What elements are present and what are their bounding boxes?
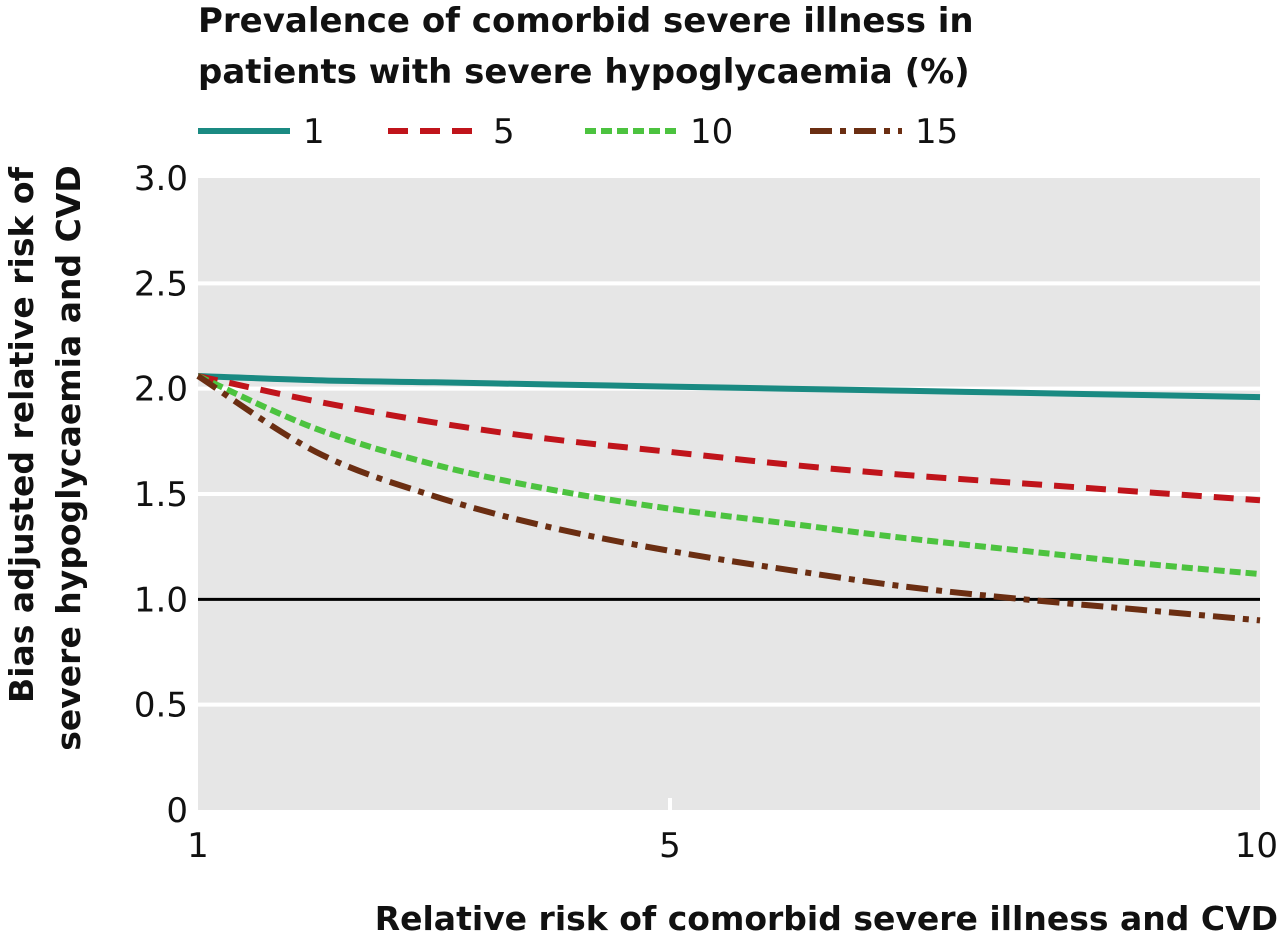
series-line-15 <box>196 373 1261 624</box>
series-line-1 <box>197 373 1261 401</box>
legend-label-1: 1 <box>303 112 325 152</box>
legend-label-5: 5 <box>493 112 515 152</box>
y-axis-ticks: 0 0.5 1.0 1.5 2.0 2.5 3.0 <box>134 159 188 831</box>
x-tick-label: 5 <box>659 826 681 866</box>
legend: 1 5 10 15 <box>198 112 958 152</box>
y-tick-label: 0.5 <box>134 686 188 726</box>
y-tick-label: 0 <box>166 791 188 831</box>
y-tick-label: 2.5 <box>134 264 188 304</box>
y-axis-label-line1: Bias adjusted relative risk of <box>2 166 41 703</box>
series-group <box>196 373 1261 624</box>
y-tick-label: 1.0 <box>134 580 188 620</box>
legend-label-15: 15 <box>915 112 958 152</box>
y-tick-label: 1.5 <box>134 475 188 515</box>
legend-label-10: 10 <box>690 112 733 152</box>
x-axis-label: Relative risk of comorbid severe illness… <box>375 899 1278 935</box>
y-tick-label: 3.0 <box>134 159 188 199</box>
legend-title-line1: Prevalence of comorbid severe illness in <box>198 1 974 41</box>
x-axis-ticks: 1 5 10 <box>187 826 1278 866</box>
y-axis-label-line2: severe hypoglycaemia and CVD <box>49 165 88 751</box>
y-tick-label: 2.0 <box>134 370 188 410</box>
legend-title-line2: patients with severe hypoglycaemia (%) <box>198 52 970 92</box>
x-tick-label: 1 <box>187 826 209 866</box>
series-line-10 <box>196 373 1261 578</box>
x-tick-label: 10 <box>1235 826 1278 866</box>
